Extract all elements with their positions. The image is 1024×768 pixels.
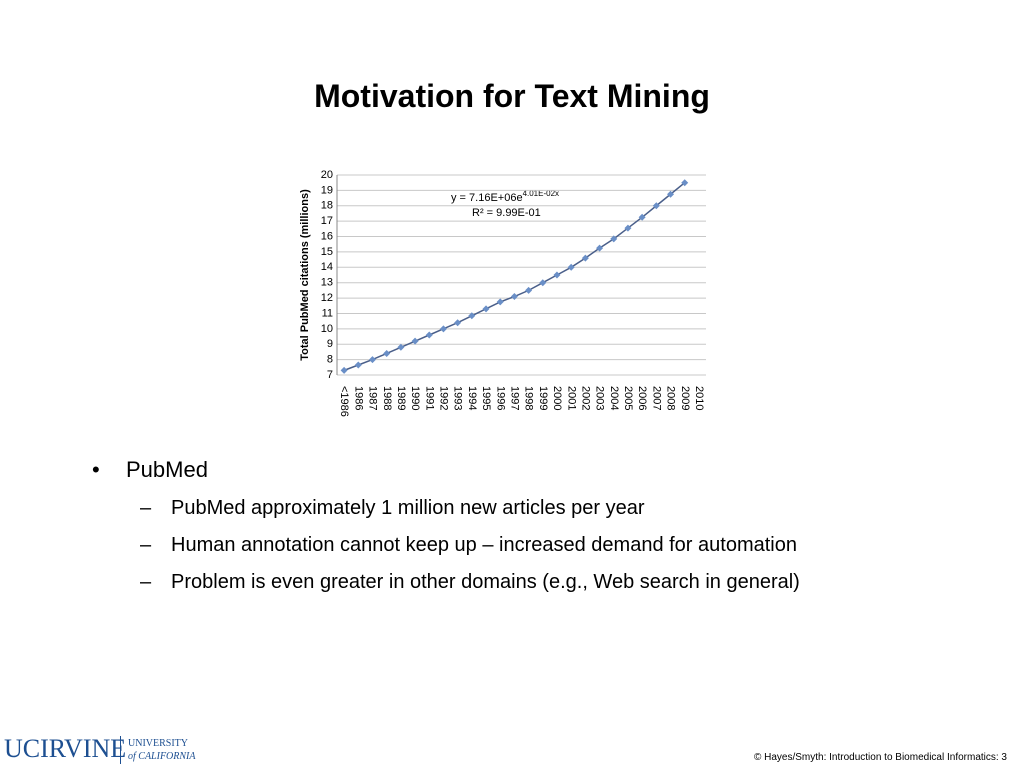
y-tick-label: 13 bbox=[321, 277, 333, 289]
x-tick-label: 1988 bbox=[381, 386, 393, 410]
data-point bbox=[425, 331, 433, 339]
annotation: R² = 9.99E-01 bbox=[472, 207, 541, 219]
data-point bbox=[581, 254, 589, 262]
x-tick-label: 2009 bbox=[679, 386, 691, 410]
y-tick-label: 19 bbox=[321, 184, 333, 196]
x-tick-label: 1997 bbox=[508, 386, 520, 410]
data-point bbox=[667, 190, 675, 198]
logo-line: UNIVERSITY bbox=[128, 738, 188, 749]
y-tick-label: 15 bbox=[321, 246, 333, 258]
y-tick-label: 17 bbox=[321, 215, 333, 227]
y-tick-label: 9 bbox=[327, 338, 333, 350]
x-tick-label: 1996 bbox=[494, 386, 506, 410]
chart: Total PubMed citations (millions) y = 7.… bbox=[299, 169, 706, 417]
data-point bbox=[624, 224, 632, 232]
data-point bbox=[681, 179, 689, 187]
data-point bbox=[596, 244, 604, 252]
y-tick-label: 10 bbox=[321, 323, 333, 335]
data-point bbox=[397, 343, 405, 351]
data-point bbox=[496, 298, 504, 306]
data-point bbox=[525, 286, 533, 294]
y-tick-label: 20 bbox=[321, 169, 333, 181]
x-tick-label: 1992 bbox=[438, 386, 450, 410]
y-tick-label: 8 bbox=[327, 354, 333, 366]
x-tick-label: 2001 bbox=[565, 386, 577, 410]
data-point bbox=[368, 356, 376, 364]
x-tick-label: 1995 bbox=[480, 386, 492, 410]
sub-bullet: Human annotation cannot keep up – increa… bbox=[140, 534, 797, 557]
data-point bbox=[454, 319, 462, 327]
x-tick-label: 2004 bbox=[608, 386, 620, 410]
y-tick-label: 18 bbox=[321, 200, 333, 212]
x-tick-label: <1986 bbox=[338, 386, 350, 417]
x-tick-label: 2000 bbox=[551, 386, 563, 410]
sub-bullet: PubMed approximately 1 million new artic… bbox=[140, 497, 645, 520]
slide-title: Motivation for Text Mining bbox=[314, 78, 710, 114]
x-tick-label: 2005 bbox=[622, 386, 634, 410]
x-tick-label: 1990 bbox=[409, 386, 421, 410]
data-point bbox=[468, 312, 476, 320]
x-tick-label: 1994 bbox=[466, 386, 478, 410]
data-point bbox=[638, 213, 646, 221]
y-tick-label: 16 bbox=[321, 230, 333, 242]
data-point bbox=[340, 366, 348, 374]
logo-name: UCIRVINE bbox=[4, 734, 127, 763]
y-tick-label: 11 bbox=[322, 307, 333, 319]
x-tick-label: 2002 bbox=[579, 386, 591, 410]
logo-line: of CALIFORNIA bbox=[128, 751, 196, 762]
sub-bullet: Problem is even greater in other domains… bbox=[140, 571, 800, 594]
annotation-text: y = 7.16E+06e bbox=[451, 192, 523, 204]
annotation: y = 7.16E+06e4.01E-02x bbox=[451, 189, 559, 204]
bullet: PubMed bbox=[92, 457, 208, 483]
x-tick-label: 1999 bbox=[537, 386, 549, 410]
x-tick-label: 2006 bbox=[636, 386, 648, 410]
x-tick-label: 1993 bbox=[452, 386, 464, 410]
data-point bbox=[510, 293, 518, 301]
data-point bbox=[610, 235, 618, 243]
y-axis-label: Total PubMed citations (millions) bbox=[299, 189, 311, 361]
x-tick-label: 1989 bbox=[395, 386, 407, 410]
data-point bbox=[354, 361, 362, 369]
logo-divider bbox=[120, 736, 121, 764]
data-point bbox=[553, 271, 561, 279]
data-point bbox=[439, 325, 447, 333]
x-tick-label: 1987 bbox=[367, 386, 379, 410]
data-point bbox=[383, 349, 391, 357]
x-tick-label: 2003 bbox=[594, 386, 606, 410]
y-tick-label: 7 bbox=[327, 369, 333, 381]
data-point bbox=[539, 279, 547, 287]
x-tick-label: 2008 bbox=[665, 386, 677, 410]
y-tick-label: 12 bbox=[321, 292, 333, 304]
footer: © Hayes/Smyth: Introduction to Biomedica… bbox=[753, 752, 1007, 763]
data-point bbox=[567, 263, 575, 271]
x-tick-label: 1998 bbox=[523, 386, 535, 410]
x-tick-label: 1991 bbox=[423, 386, 435, 410]
x-tick-label: 2010 bbox=[693, 386, 705, 410]
x-tick-label: 2007 bbox=[650, 386, 662, 410]
x-tick-label: 1986 bbox=[352, 386, 364, 410]
data-point bbox=[411, 337, 419, 345]
data-point bbox=[482, 305, 490, 313]
data-point bbox=[652, 202, 660, 210]
y-tick-label: 14 bbox=[321, 261, 333, 273]
annotation-superscript: 4.01E-02x bbox=[523, 189, 559, 198]
